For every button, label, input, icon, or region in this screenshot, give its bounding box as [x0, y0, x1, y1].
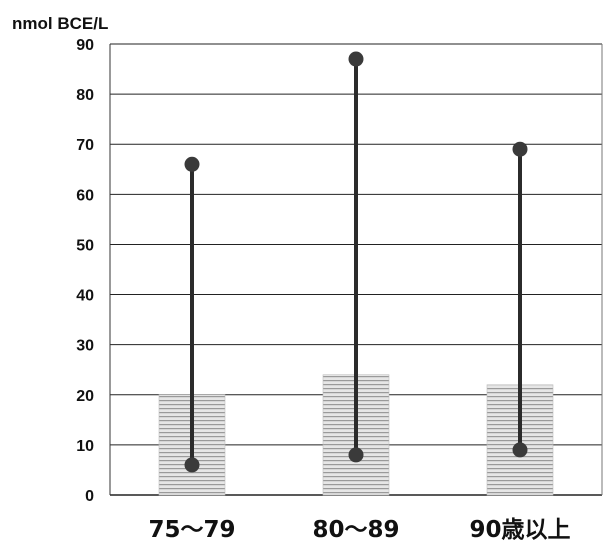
x-tick-label-3: 90歳以上	[469, 517, 570, 543]
y-tick-label: 0	[85, 488, 94, 505]
range-low-marker-1	[184, 457, 200, 473]
x-axis-ticks: 75～79 80～89 90歳以上	[148, 517, 570, 543]
unit-label: nmol BCE/L	[12, 14, 108, 33]
y-tick-label: 70	[76, 137, 94, 154]
x-tick-label-2: 80～89	[312, 517, 399, 543]
y-tick-label: 20	[76, 388, 94, 405]
range-high-marker-1	[184, 156, 200, 172]
x-tick-label-1: 75～79	[148, 517, 235, 543]
y-tick-label: 90	[76, 37, 94, 54]
y-tick-label: 30	[76, 338, 94, 355]
y-axis-ticks: 0 10 20 30 40 50 60 70 80 90	[76, 37, 94, 505]
range-high-marker-3	[512, 141, 528, 157]
range-lines	[184, 51, 528, 473]
y-tick-label: 40	[76, 288, 94, 305]
range-high-marker-2	[348, 51, 364, 67]
y-tick-label: 80	[76, 87, 94, 104]
y-tick-label: 60	[76, 187, 94, 204]
range-low-marker-3	[512, 442, 528, 458]
range-low-marker-2	[348, 447, 364, 463]
y-tick-label: 10	[76, 438, 94, 455]
y-tick-label: 50	[76, 237, 94, 254]
